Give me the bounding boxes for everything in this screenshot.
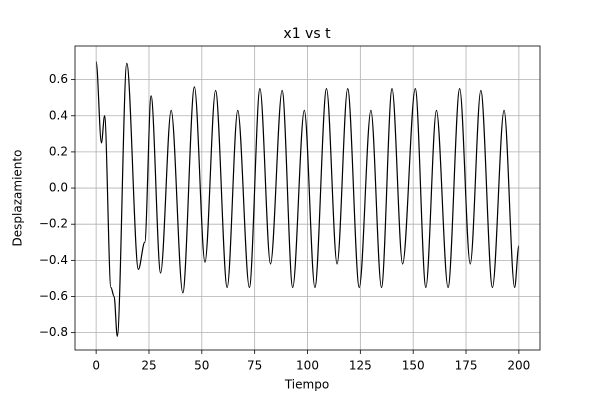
y-tick-label: −0.6 <box>39 289 68 303</box>
chart-title: x1 vs t <box>283 26 331 42</box>
x-tick-label: 175 <box>455 359 478 373</box>
y-axis-label: Desplazamiento <box>11 150 25 247</box>
x-tick-label: 25 <box>141 359 156 373</box>
y-tick-label: 0.6 <box>49 72 68 86</box>
y-tick-label: 0.4 <box>49 108 68 122</box>
x-tick-label: 100 <box>296 359 319 373</box>
x-tick-label: 150 <box>402 359 425 373</box>
plot-frame <box>74 45 541 351</box>
y-tick-label: −0.4 <box>39 253 68 267</box>
x-tick-label: 125 <box>349 359 372 373</box>
x-tick-label: 200 <box>507 359 530 373</box>
x-tick-label: 75 <box>247 359 262 373</box>
data-line <box>95 60 520 337</box>
y-tick-label: 0.0 <box>49 181 68 195</box>
x-tick-label: 50 <box>194 359 209 373</box>
y-tick-label: −0.2 <box>39 217 68 231</box>
y-tick-label: −0.8 <box>39 325 68 339</box>
x-axis-label: Tiempo <box>284 378 329 392</box>
y-tick-label: 0.2 <box>49 144 68 158</box>
x-tick-label: 0 <box>92 359 100 373</box>
